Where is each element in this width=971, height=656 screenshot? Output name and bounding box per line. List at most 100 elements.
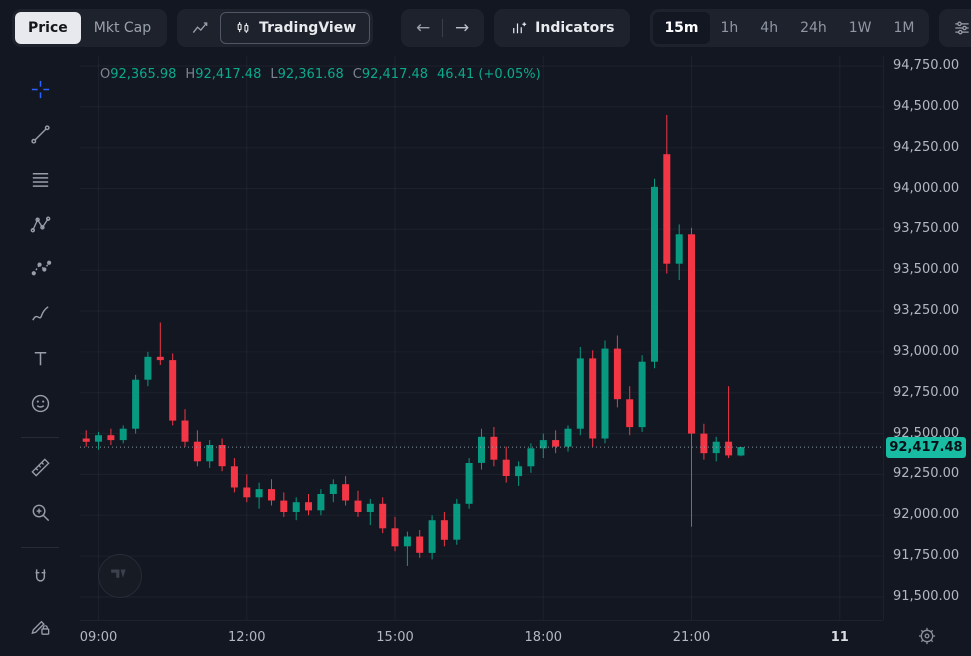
candle-body (478, 436, 485, 463)
tradingview-button[interactable]: TradingView (220, 12, 371, 44)
timeframe-15m[interactable]: 15m (653, 12, 710, 44)
forecast-path-tool-button[interactable] (23, 254, 57, 288)
timeframe-4h[interactable]: 4h (760, 20, 779, 36)
timeframe-1w[interactable]: 1W (848, 20, 872, 36)
back-arrow-button[interactable]: ← (416, 18, 431, 38)
candle-body (700, 433, 708, 454)
candle-body (144, 356, 152, 380)
candle-body (465, 463, 473, 504)
candlestick-icon (234, 19, 252, 37)
candle-body (515, 466, 523, 477)
candle-body (564, 428, 572, 447)
candle-body (243, 487, 251, 498)
zoom-tool-button[interactable] (23, 498, 57, 532)
candle-body (268, 489, 275, 501)
trend-line-icon (29, 123, 52, 150)
candle-body (552, 440, 560, 447)
magnet-tool-button[interactable] (23, 563, 57, 597)
chart-source-group: TradingView (177, 9, 374, 47)
candle-body (132, 379, 140, 429)
candle-body (107, 435, 115, 441)
timeframe-1h[interactable]: 1h (720, 20, 739, 36)
sidebar-divider (21, 437, 59, 438)
mktcap-tab[interactable]: Mkt Cap (93, 20, 152, 36)
toolbar: Price Mkt Cap TradingV (0, 0, 971, 56)
candle-body (651, 186, 658, 362)
price-axis[interactable]: 92,417.48 94,750.00 94,500.00 94,250.00 94,… (883, 56, 971, 620)
candle-body (292, 502, 300, 512)
emoji-icon (29, 392, 52, 419)
timezone-gear-button[interactable] (915, 626, 939, 650)
candle-body (193, 441, 201, 462)
tradingview-watermark-logo[interactable] (98, 554, 142, 598)
brush-tool-button[interactable] (23, 299, 57, 333)
text-icon (29, 347, 52, 374)
time-axis[interactable]: 09:00 12:00 15:00 18:00 21:00 11 (80, 620, 883, 656)
price-axis-label: 91,500.00 (893, 588, 960, 604)
xabcd-pattern-tool-button[interactable] (23, 209, 57, 243)
candle-body (576, 358, 584, 429)
candle-body (688, 234, 695, 434)
timeframe-1m[interactable]: 1M (893, 20, 915, 36)
time-axis-label: 11 (830, 630, 849, 645)
candle-body (638, 361, 646, 428)
text-tool-button[interactable] (23, 344, 57, 378)
trend-line-tool-button[interactable] (23, 120, 57, 154)
tradingview-label: TradingView (259, 20, 357, 36)
arrows-divider (442, 19, 444, 37)
candle-body (329, 484, 337, 494)
candle-body (181, 420, 189, 442)
tradingview-logo-icon (106, 560, 134, 592)
candle-body (725, 441, 733, 456)
candle-body (613, 348, 621, 400)
timeframe-group: 15m 1h 4h 24h 1W 1M (650, 9, 929, 47)
emoji-tool-button[interactable] (23, 388, 57, 422)
price-axis-label: 93,250.00 (893, 303, 960, 319)
candle-body (490, 436, 498, 460)
candle-body (539, 440, 547, 449)
candle-body (342, 484, 350, 501)
indicators-group: Indicators (494, 9, 631, 47)
candle-body (453, 503, 461, 540)
sliders-settings-button[interactable] (942, 12, 971, 44)
timeframe-24h[interactable]: 24h (800, 20, 827, 36)
indicators-button[interactable]: Indicators (497, 12, 627, 44)
indicators-label: Indicators (535, 20, 615, 36)
chart-area: O 92,365.98 H 92,417.48 L 92,361.68 C 92,417… (80, 56, 883, 620)
candle-body (416, 536, 424, 553)
candle-body (626, 399, 634, 428)
candlestick-chart[interactable] (80, 56, 883, 620)
forward-arrow-button[interactable]: → (455, 18, 470, 38)
time-axis-label: 09:00 (79, 630, 118, 645)
horizontal-lines-tool-button[interactable] (23, 165, 57, 199)
ruler-icon (29, 456, 52, 483)
legend-change: 46.41 (+0.05%) (437, 67, 541, 82)
candle-body (206, 445, 214, 462)
candle-body (119, 428, 127, 441)
price-axis-label: 93,500.00 (893, 262, 960, 278)
magnet-icon (29, 566, 52, 593)
candle-body (502, 459, 510, 476)
price-axis-label: 93,000.00 (893, 343, 960, 359)
candle-body (391, 528, 399, 547)
lock-drawings-tool-button[interactable] (23, 611, 57, 645)
candle-body (379, 503, 387, 529)
candle-body (156, 356, 164, 361)
legend-close: C 92,417.48 (352, 67, 429, 82)
price-mktcap-toggle: Price Mkt Cap (12, 9, 168, 47)
crosshair-tool-button[interactable] (23, 75, 57, 109)
line-chart-icon (190, 18, 210, 38)
candle-body (366, 503, 374, 512)
price-axis-label: 92,250.00 (893, 466, 960, 482)
measure-ruler-tool-button[interactable] (23, 453, 57, 487)
candle-body (440, 520, 448, 540)
line-chart-button[interactable] (180, 12, 220, 44)
crosshair-icon (29, 78, 52, 105)
price-axis-label: 94,750.00 (893, 57, 960, 73)
candle-body (589, 358, 597, 439)
price-axis-label: 91,750.00 (893, 548, 960, 564)
current-price-tag: 92,417.48 (886, 436, 966, 458)
candle-body (354, 500, 362, 512)
price-axis-label: 94,500.00 (893, 98, 960, 114)
price-tab[interactable]: Price (15, 12, 81, 44)
